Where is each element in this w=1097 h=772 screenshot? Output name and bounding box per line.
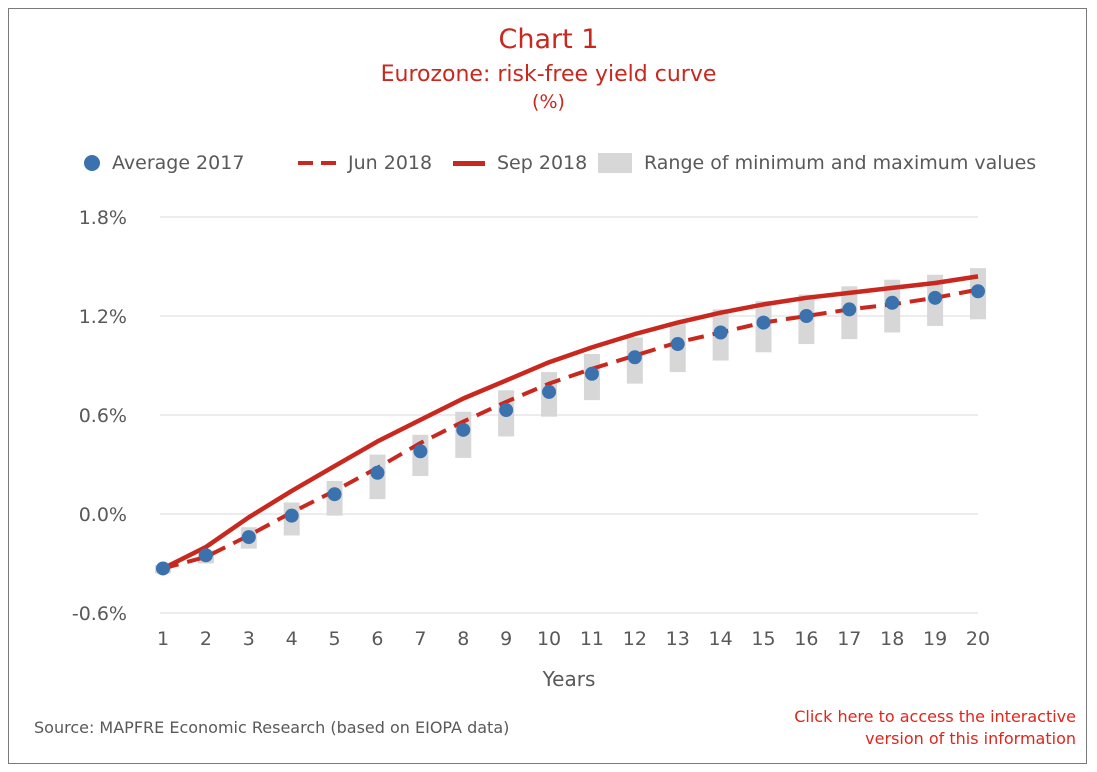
x-tick-label: 11: [580, 628, 604, 650]
legend-label-average-2017: Average 2017: [112, 152, 245, 174]
legend-swatch-range: [598, 153, 632, 173]
legend-label-range: Range of minimum and maximum values: [644, 152, 1037, 174]
chart-frame: [8, 8, 1087, 764]
chart-legend: Average 2017 Jun 2018 Sep 2018 Range of …: [0, 148, 1097, 178]
legend-label-sep-2018: Sep 2018: [497, 152, 588, 174]
chart-header: Chart 1 Eurozone: risk-free yield curve …: [0, 22, 1097, 114]
x-tick-label: 14: [709, 628, 733, 650]
interactive-version-link[interactable]: Click here to access the interactive ver…: [716, 706, 1076, 750]
y-tick-label: 1.8%: [79, 207, 127, 229]
range-bars: [155, 268, 986, 574]
legend-swatch-dot: [84, 155, 100, 171]
x-tick-label: 9: [500, 628, 512, 650]
average-2017-point: [370, 465, 385, 480]
x-tick-label: 1: [157, 628, 169, 650]
gridlines: [160, 216, 978, 614]
x-tick-label: 8: [457, 628, 469, 650]
series-line-jun-2018: [162, 287, 979, 571]
chart-title: Eurozone: risk-free yield curve: [380, 62, 717, 87]
x-tick-label: 5: [329, 628, 341, 650]
link-text-line-1: Click here to access the interactive: [794, 707, 1076, 726]
x-tick-label: 17: [837, 628, 861, 650]
average-2017-point: [756, 315, 771, 330]
average-2017-point: [542, 384, 557, 399]
average-2017-point: [327, 487, 342, 502]
average-2017-point: [842, 302, 857, 317]
average-2017-point: [799, 309, 814, 323]
average-dots: [156, 284, 985, 576]
average-2017-point: [284, 508, 299, 523]
legend-item-range: Range of minimum and maximum values: [598, 148, 1036, 178]
average-2017-point: [627, 350, 642, 365]
legend-item-average-2017: Average 2017: [84, 148, 244, 178]
x-tick-label: 10: [537, 628, 561, 650]
average-2017-point: [928, 290, 943, 305]
x-tick-label: 20: [966, 628, 990, 650]
legend-swatch-solid: [453, 160, 485, 166]
average-2017-point: [499, 403, 514, 418]
average-2017-point: [584, 366, 599, 381]
legend-swatch-dashed: [298, 161, 336, 165]
x-tick-label: 16: [794, 628, 818, 650]
y-tick-label: 0.6%: [79, 405, 127, 427]
y-axis-ticks: -0.6% 0.0% 0.6% 1.2% 1.8%: [72, 207, 127, 625]
x-tick-label: 15: [751, 628, 775, 650]
x-tick-label: 6: [371, 628, 383, 650]
average-2017-point: [456, 422, 471, 437]
x-axis-label: Years: [542, 667, 596, 691]
average-2017-point: [198, 548, 213, 563]
average-2017-point: [670, 337, 685, 352]
x-tick-label: 18: [880, 628, 904, 650]
x-tick-label: 2: [200, 628, 212, 650]
y-tick-label: 1.2%: [79, 306, 127, 328]
average-2017-point: [971, 284, 985, 299]
x-tick-label: 13: [666, 628, 690, 650]
chart-number: Chart 1: [498, 24, 599, 55]
series-line-sep-2018: [161, 274, 979, 571]
average-2017-point: [413, 444, 428, 459]
link-text-line-2: version of this information: [865, 729, 1076, 748]
y-tick-label: 0.0%: [79, 504, 127, 526]
x-tick-label: 12: [623, 628, 647, 650]
x-tick-label: 4: [286, 628, 298, 650]
legend-item-jun-2018: Jun 2018: [298, 148, 432, 178]
source-note: Source: MAPFRE Economic Research (based …: [34, 718, 510, 737]
average-2017-point: [241, 530, 256, 545]
y-tick-label: -0.6%: [72, 603, 127, 625]
average-2017-point: [885, 295, 900, 310]
legend-label-jun-2018: Jun 2018: [348, 152, 433, 174]
legend-item-sep-2018: Sep 2018: [453, 148, 587, 178]
x-axis-ticks: 1 2 3 4 5 6 7 8 9 10 11 12 13 14 15 16 17 18 19 20: [157, 628, 990, 650]
x-tick-label: 3: [243, 628, 255, 650]
series-lines: [161, 274, 979, 571]
average-2017-point: [713, 325, 728, 340]
x-tick-label: 7: [414, 628, 426, 650]
average-2017-point: [156, 561, 170, 576]
x-tick-label: 19: [923, 628, 947, 650]
chart-unit: (%): [532, 91, 565, 113]
